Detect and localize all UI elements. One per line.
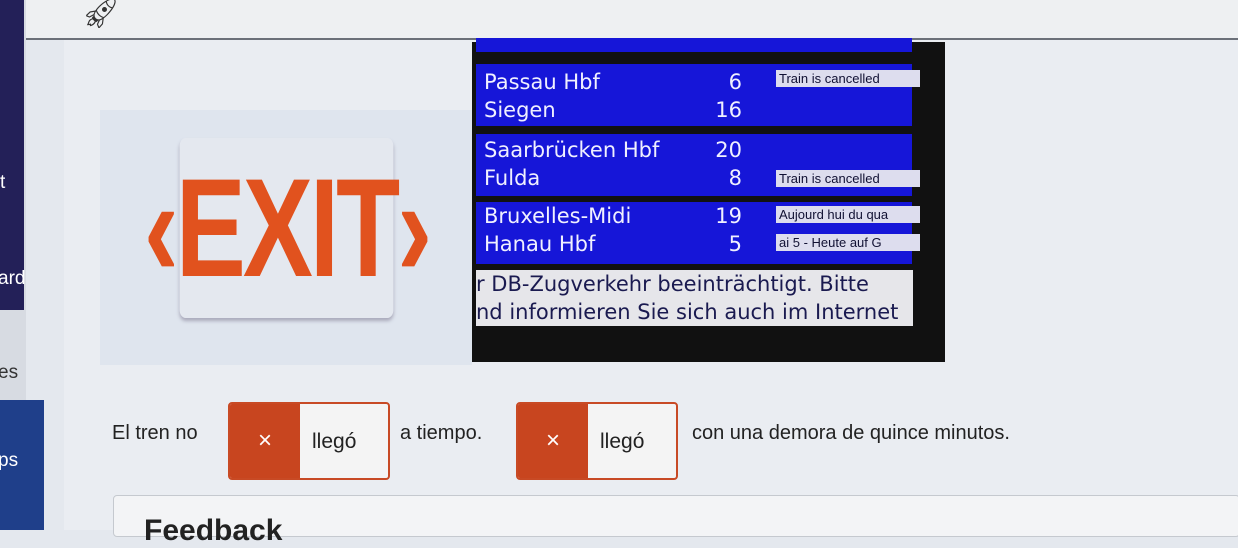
board-note: Aujourd hui du qua (776, 206, 920, 223)
board-row: Saarbrücken Hbf 20 Fulda 8 Train is canc… (476, 134, 920, 196)
board-note: Train is cancelled (776, 170, 920, 187)
sidebar-item[interactable]: ps (0, 450, 19, 471)
board-destination: Passau Hbf (484, 70, 600, 94)
board-platform: 19 (715, 204, 742, 228)
board-platform: 20 (715, 138, 742, 162)
train-board-image: Passau Hbf 6 Train is cancelled Siegen 1… (472, 38, 945, 362)
board-destination: Hanau Hbf (484, 232, 596, 256)
ticker-line: nd informieren Sie sich auch im Internet (476, 300, 899, 324)
answer-text: llegó (600, 430, 645, 453)
board-platform: 5 (728, 232, 742, 256)
board-note: ai 5 - Heute auf G (776, 234, 920, 251)
rocket-icon[interactable]: 🚀︎ (82, 0, 121, 30)
board-ticker: r DB-Zugverkehr beeinträchtigt. Bitte nd… (476, 270, 913, 326)
header: 🚀︎ (26, 0, 1238, 40)
wrong-icon: × (518, 404, 588, 478)
board-note: Train is cancelled (776, 70, 920, 87)
sidebar-item[interactable]: t (0, 172, 6, 193)
board-platform: 16 (715, 98, 742, 122)
sidebar-item[interactable]: es (0, 362, 19, 383)
board-row (476, 38, 912, 52)
answer-text: llegó (312, 430, 357, 453)
exit-sign-image: ‹EXIT› (100, 110, 472, 365)
feedback-title: Feedback (144, 514, 283, 547)
sidebar-nav-dark (0, 0, 24, 310)
answer-box-incorrect[interactable]: × llegó (516, 402, 678, 480)
sidebar-active-item[interactable] (0, 400, 44, 530)
feedback-panel: Feedback (113, 495, 1238, 547)
ticker-line: r DB-Zugverkehr beeinträchtigt. Bitte (476, 272, 869, 296)
board-platform: 8 (728, 166, 742, 190)
board-destination: Fulda (484, 166, 541, 190)
board-destination: Siegen (484, 98, 556, 122)
wrong-icon: × (230, 404, 300, 478)
board-destination: Bruxelles-Midi (484, 204, 632, 228)
board-row: Bruxelles-Midi 19 Aujourd hui du qua Han… (476, 202, 920, 264)
exit-sign: ‹EXIT› (144, 138, 432, 318)
board-platform: 6 (728, 70, 742, 94)
sidebar-item[interactable]: ard (0, 268, 26, 289)
board-row: Passau Hbf 6 Train is cancelled Siegen 1… (476, 64, 920, 126)
board-destination: Saarbrücken Hbf (484, 138, 660, 162)
sentence-part: a tiempo. (400, 422, 483, 444)
sentence-part: El tren no (112, 422, 198, 444)
answer-box-incorrect[interactable]: × llegó (228, 402, 390, 480)
sidebar: t ard es ps (0, 0, 44, 530)
sentence-part: con una demora de quince minutos. (692, 422, 1010, 444)
